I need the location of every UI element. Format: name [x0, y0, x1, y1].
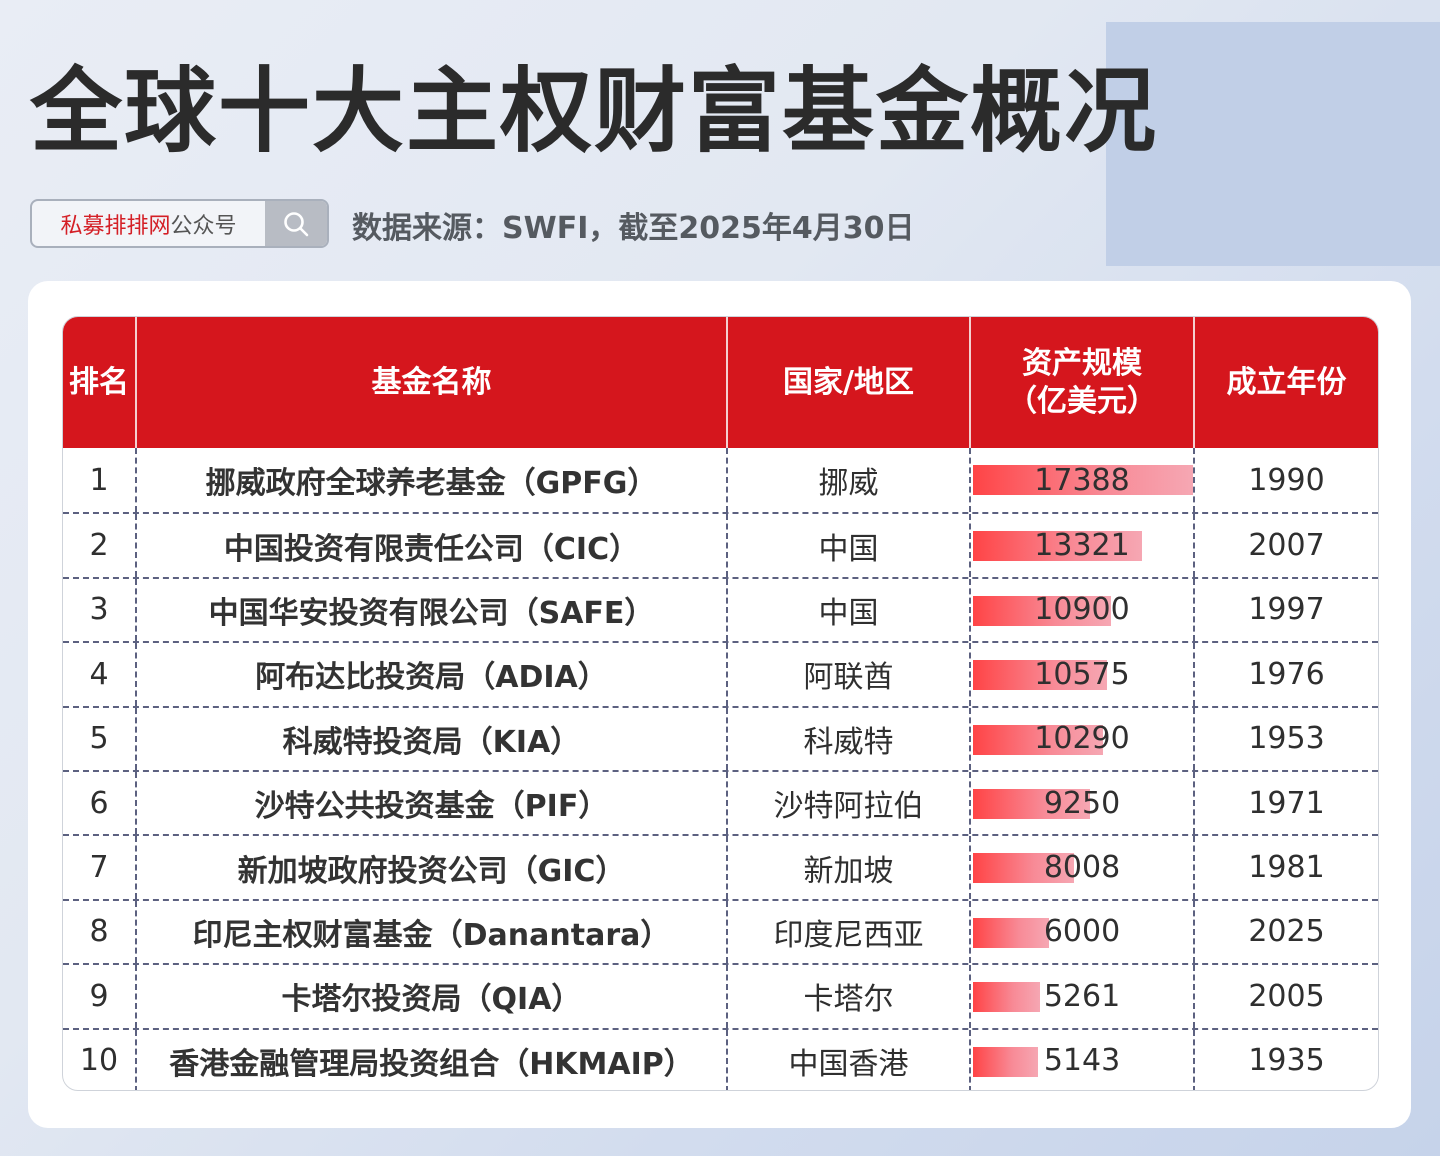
table-row: 5 科威特投资局（KIA） 科威特 10290 1953: [63, 705, 1378, 770]
country-cell: 印度尼西亚: [728, 900, 971, 964]
page-title: 全球十大主权财富基金概况: [30, 58, 1159, 165]
asset-cell: 5261: [971, 965, 1195, 1028]
asset-bar: [973, 1046, 1038, 1077]
country-cell: 挪威: [728, 448, 971, 513]
rank-cell: 8: [63, 900, 137, 964]
table-row: 7 新加坡政府投资公司（GIC） 新加坡 8008 1981: [63, 834, 1378, 899]
year-cell: 1971: [1248, 785, 1325, 821]
fund-name-cell: 香港金融管理局投资组合（HKMAIP）: [137, 1029, 728, 1090]
fund-name-cell: 沙特公共投资基金（PIF）: [137, 771, 728, 835]
asset-value: 6000: [1043, 914, 1121, 950]
table-row: 10 香港金融管理局投资组合（HKMAIP） 中国香港 5143 1935: [63, 1027, 1378, 1090]
fund-name-cell: 新加坡政府投资公司（GIC）: [137, 836, 728, 899]
year-cell: 1976: [1248, 656, 1325, 692]
country-cell: 中国: [728, 514, 971, 577]
table-row: 1 挪威政府全球养老基金（GPFG） 挪威 17388 1990: [63, 448, 1378, 513]
asset-cell: 10575: [971, 643, 1195, 706]
rank-cell: 9: [63, 965, 137, 1028]
rank-cell: 2: [63, 514, 137, 577]
table-row: 6 沙特公共投资基金（PIF） 沙特阿拉伯 9250 1971: [63, 769, 1378, 835]
asset-cell: 9250: [971, 771, 1195, 835]
col-fund-name: 基金名称: [137, 317, 728, 448]
rank-cell: 5: [63, 707, 137, 770]
year-cell: 1990: [1248, 462, 1325, 498]
asset-cell: 8008: [971, 836, 1195, 899]
rank-cell: 4: [63, 643, 137, 706]
table-body: 1 挪威政府全球养老基金（GPFG） 挪威 17388 1990 2 中国投资有…: [63, 448, 1378, 1090]
asset-cell: 6000: [971, 900, 1195, 964]
country-cell: 沙特阿拉伯: [728, 771, 971, 835]
asset-value: 10575: [1034, 656, 1130, 692]
col-asset: 资产规模 （亿美元）: [971, 317, 1195, 448]
asset-bar: [973, 724, 1103, 755]
asset-value: 8008: [1043, 850, 1121, 886]
background-block: [1106, 22, 1440, 266]
fund-name-cell: 科威特投资局（KIA）: [137, 707, 728, 770]
year-cell: 1981: [1248, 850, 1325, 886]
asset-value: 13321: [1034, 528, 1130, 564]
data-source: 数据来源：SWFI，截至2025年4月30日: [352, 211, 915, 246]
rank-cell: 6: [63, 771, 137, 835]
asset-value: 5143: [1043, 1043, 1121, 1079]
asset-cell: 17388: [971, 448, 1195, 513]
brand-name: 私募排排网: [60, 213, 171, 239]
table-row: 4 阿布达比投资局（ADIA） 阿联酋 10575 1976: [63, 641, 1378, 706]
table-header: 排名 基金名称 国家/地区 资产规模 （亿美元） 成立年份: [63, 317, 1378, 448]
asset-value: 10900: [1034, 592, 1130, 628]
asset-bar: [973, 917, 1049, 948]
fund-name-cell: 挪威政府全球养老基金（GPFG）: [137, 448, 728, 513]
rank-cell: 10: [63, 1029, 137, 1090]
country-cell: 科威特: [728, 707, 971, 770]
funds-table: 排名 基金名称 国家/地区 资产规模 （亿美元） 成立年份 1 挪威政府全球养老…: [62, 316, 1379, 1091]
asset-bar: [973, 465, 1193, 495]
asset-bar: [973, 982, 1040, 1013]
fund-name-cell: 中国华安投资有限公司（SAFE）: [137, 578, 728, 642]
asset-bar: [973, 853, 1074, 884]
country-cell: 卡塔尔: [728, 965, 971, 1028]
fund-name-cell: 中国投资有限责任公司（CIC）: [137, 514, 728, 577]
asset-cell: 5143: [971, 1029, 1195, 1090]
asset-bar: [973, 595, 1111, 626]
asset-bar: [973, 531, 1142, 562]
year-cell: 2005: [1248, 978, 1325, 1014]
year-cell: 2007: [1248, 528, 1325, 564]
col-asset-line2: （亿美元）: [1007, 383, 1157, 419]
table-row: 8 印尼主权财富基金（Danantara） 印度尼西亚 6000 2025: [63, 898, 1378, 964]
table-row: 2 中国投资有限责任公司（CIC） 中国 13321 2007: [63, 512, 1378, 577]
rank-cell: 1: [63, 448, 137, 513]
fund-name-cell: 印尼主权财富基金（Danantara）: [137, 900, 728, 964]
col-country: 国家/地区: [728, 317, 971, 448]
country-cell: 新加坡: [728, 836, 971, 899]
asset-value: 9250: [1043, 785, 1121, 821]
year-cell: 1953: [1248, 721, 1325, 757]
table-row: 3 中国华安投资有限公司（SAFE） 中国 10900 1997: [63, 576, 1378, 642]
asset-value: 17388: [1034, 462, 1130, 498]
asset-value: 5261: [1043, 978, 1121, 1014]
year-cell: 2025: [1248, 914, 1325, 950]
asset-bar: [973, 788, 1090, 819]
country-cell: 阿联酋: [728, 643, 971, 706]
rank-cell: 3: [63, 578, 137, 642]
search-icon: [284, 211, 309, 236]
country-cell: 中国香港: [728, 1029, 971, 1090]
year-cell: 1997: [1248, 592, 1325, 628]
search-badge-text: 私募排排网 公众号: [32, 201, 265, 246]
asset-bar: [973, 660, 1107, 691]
col-asset-line1: 资产规模: [1022, 345, 1142, 381]
asset-cell: 10290: [971, 707, 1195, 770]
asset-value: 10290: [1034, 721, 1130, 757]
col-year: 成立年份: [1226, 364, 1347, 400]
search-badge[interactable]: 私募排排网 公众号: [30, 199, 329, 248]
asset-cell: 10900: [971, 578, 1195, 642]
brand-suffix: 公众号: [170, 213, 237, 239]
year-cell: 1935: [1248, 1043, 1325, 1079]
table-row: 9 卡塔尔投资局（QIA） 卡塔尔 5261 2005: [63, 963, 1378, 1028]
rank-cell: 7: [63, 836, 137, 899]
search-button[interactable]: [265, 201, 327, 246]
col-rank: 排名: [63, 317, 137, 448]
fund-name-cell: 卡塔尔投资局（QIA）: [137, 965, 728, 1028]
country-cell: 中国: [728, 578, 971, 642]
asset-cell: 13321: [971, 514, 1195, 577]
fund-name-cell: 阿布达比投资局（ADIA）: [137, 643, 728, 706]
